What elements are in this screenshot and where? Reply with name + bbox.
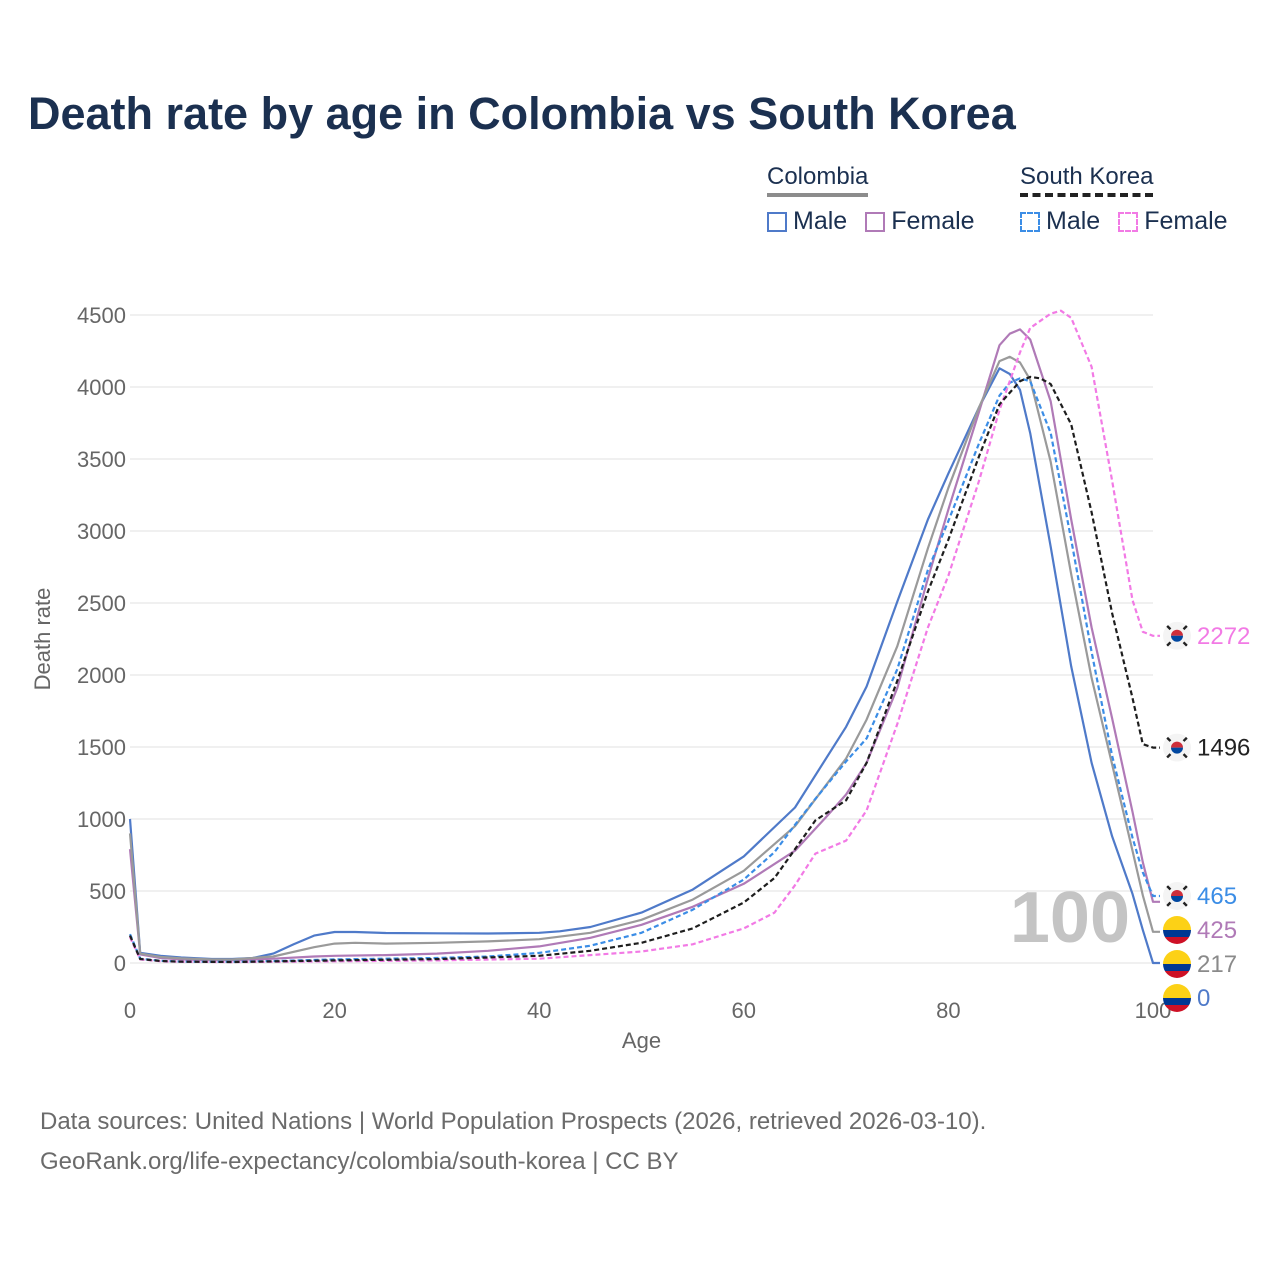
end-label-colombia-both: 217	[1163, 950, 1237, 978]
legend-heading-south-korea: South Korea	[1020, 163, 1154, 197]
y-tick-label: 500	[89, 879, 126, 904]
colombia-flag-icon	[1163, 916, 1191, 944]
legend-group-colombia: Colombia Male Female	[767, 163, 993, 236]
series-line-south-korea-both	[128, 375, 1160, 964]
y-tick-label: 4500	[77, 303, 126, 328]
x-tick-label: 60	[732, 998, 756, 1023]
legend-group-south-korea: South Korea Male Female	[1020, 163, 1246, 236]
legend-label-south-korea-male: Male	[1046, 207, 1101, 235]
y-tick-label: 1500	[77, 735, 126, 760]
series-line-south-korea-female	[128, 309, 1160, 964]
end-value-label: 465	[1197, 883, 1237, 910]
x-tick-label: 40	[527, 998, 551, 1023]
end-value-label: 1496	[1197, 735, 1250, 762]
end-label-colombia-female: 425	[1163, 916, 1237, 944]
end-value-label: 425	[1197, 917, 1237, 944]
flag-taegeuk-red	[1171, 741, 1183, 748]
y-tick-label: 4000	[77, 375, 126, 400]
y-tick-label: 2500	[77, 591, 126, 616]
legend-swatch-south-korea-male	[1020, 211, 1040, 232]
colombia-flag-icon	[1163, 984, 1191, 1012]
end-value-label: 2272	[1197, 623, 1250, 650]
y-tick-label: 3500	[77, 447, 126, 472]
series-line-south-korea-male	[128, 377, 1160, 963]
x-tick-label: 80	[936, 998, 960, 1023]
end-label-south-korea-male: 465	[1163, 882, 1237, 910]
end-label-south-korea-both: 1496	[1163, 733, 1250, 762]
y-tick-label: 1000	[77, 807, 126, 832]
series-line-colombia-both	[128, 355, 1160, 961]
legend-label-colombia-female: Female	[891, 207, 975, 235]
flag-yellow-band	[1163, 916, 1191, 930]
flag-red-band	[1163, 937, 1191, 944]
y-axis-label: Death rate	[30, 588, 55, 691]
legend-swatch-colombia-female	[865, 211, 886, 232]
series-line-colombia-male	[128, 367, 1160, 965]
y-tick-label: 0	[114, 951, 126, 976]
x-axis-label: Age	[622, 1028, 661, 1053]
south-korea-flag-icon	[1163, 733, 1191, 762]
end-value-label: 0	[1197, 985, 1210, 1012]
flag-taegeuk-red	[1171, 890, 1183, 896]
series-line-colombia-female	[128, 328, 1160, 962]
end-label-south-korea-female: 2272	[1163, 621, 1250, 650]
legend-item-colombia-male[interactable]: Male	[767, 207, 847, 236]
legend-heading-colombia: Colombia	[767, 163, 869, 197]
colombia-flag-icon	[1163, 950, 1191, 978]
legend-swatch-south-korea-female	[1118, 211, 1139, 232]
flag-blue-band	[1163, 930, 1191, 937]
y-tick-label: 3000	[77, 519, 126, 544]
end-label-colombia-male: 0	[1163, 984, 1210, 1012]
flag-red-band	[1163, 1005, 1191, 1012]
attribution-line: GeoRank.org/life-expectancy/colombia/sou…	[40, 1148, 679, 1175]
flag-yellow-band	[1163, 950, 1191, 964]
flag-taegeuk-blue	[1171, 747, 1183, 754]
chart-title: Death rate by age in Colombia vs South K…	[28, 88, 1016, 139]
end-value-label: 217	[1197, 951, 1237, 978]
flag-blue-band	[1163, 964, 1191, 971]
source-line: Data sources: United Nations | World Pop…	[40, 1108, 987, 1135]
legend-item-south-korea-male[interactable]: Male	[1020, 207, 1100, 236]
flag-yellow-band	[1163, 984, 1191, 998]
legend-swatch-colombia-male	[767, 211, 787, 232]
flag-red-band	[1163, 971, 1191, 978]
x-tick-label: 0	[124, 998, 136, 1023]
legend-label-south-korea-female: Female	[1144, 207, 1228, 235]
flag-taegeuk-blue	[1171, 896, 1183, 902]
legend-label-colombia-male: Male	[793, 207, 848, 235]
y-tick-label: 2000	[77, 663, 126, 688]
flag-taegeuk-red	[1171, 629, 1183, 636]
legend-item-south-korea-female[interactable]: Female	[1118, 207, 1228, 236]
south-korea-flag-icon	[1163, 882, 1191, 910]
age-watermark: 100	[1010, 878, 1130, 958]
x-tick-label: 20	[322, 998, 346, 1023]
south-korea-flag-icon	[1163, 621, 1191, 650]
flag-blue-band	[1163, 998, 1191, 1005]
legend-item-colombia-female[interactable]: Female	[865, 207, 975, 236]
flag-taegeuk-blue	[1171, 635, 1183, 642]
